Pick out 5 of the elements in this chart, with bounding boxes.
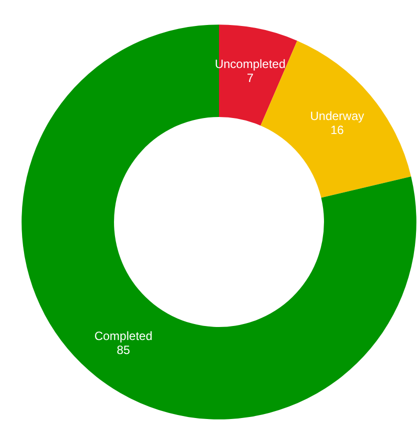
data-label: 7 [246,70,254,85]
slice-label: Completed [94,328,152,343]
data-label: 16 [330,122,344,137]
data-label: 85 [116,342,130,357]
slice-label: Underway [310,108,364,123]
